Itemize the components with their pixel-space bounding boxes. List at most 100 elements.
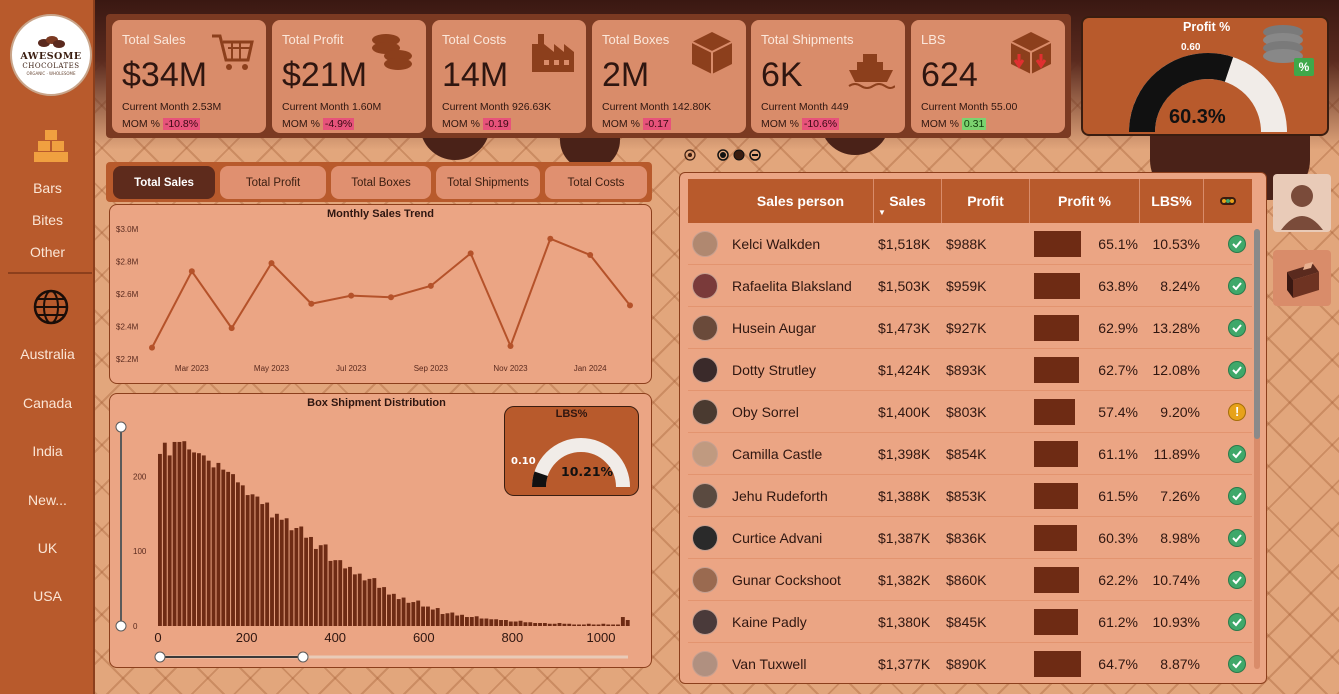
tab-total-boxes[interactable]: Total Boxes — [331, 166, 431, 199]
histogram-bar[interactable] — [323, 544, 328, 626]
filter-category-bites[interactable]: Bites — [31, 212, 64, 228]
y-range-slider-handle[interactable] — [115, 421, 127, 433]
kpi-card-total-shipments[interactable]: Total Shipments 6K Current Month 449 MOM… — [751, 20, 905, 133]
histogram-bar[interactable] — [552, 623, 557, 626]
histogram-bar[interactable] — [484, 618, 489, 626]
histogram-bar[interactable] — [416, 600, 421, 626]
data-point[interactable] — [268, 260, 275, 267]
histogram-bar[interactable] — [367, 578, 372, 626]
tab-total-profit[interactable]: Total Profit — [220, 166, 326, 199]
histogram-bar[interactable] — [304, 537, 309, 626]
y-range-slider-handle[interactable] — [115, 620, 127, 632]
data-point[interactable] — [308, 300, 315, 307]
histogram-bar[interactable] — [508, 621, 513, 626]
col-header-status[interactable] — [1204, 179, 1252, 223]
histogram-bar[interactable] — [348, 566, 352, 626]
page-navigator[interactable] — [683, 148, 767, 162]
histogram-bar[interactable] — [270, 517, 274, 626]
data-point[interactable] — [427, 282, 434, 289]
user-profile-button[interactable] — [1273, 174, 1331, 232]
histogram-bar[interactable] — [328, 560, 333, 626]
histogram-bar[interactable] — [474, 616, 479, 626]
table-row[interactable]: Husein Augar $1,473K $927K 62.9% 13.28% — [688, 307, 1252, 349]
histogram-bar[interactable] — [362, 580, 367, 626]
kpi-card-total-profit[interactable]: Total Profit $21M Current Month 1.60M MO… — [272, 20, 426, 133]
histogram-bar[interactable] — [547, 623, 552, 626]
table-row[interactable]: Dotty Strutley $1,424K $893K 62.7% 12.08% — [688, 349, 1252, 391]
table-row[interactable]: Kelci Walkden $1,518K $988K 65.1% 10.53% — [688, 223, 1252, 265]
histogram-bar[interactable] — [192, 452, 196, 626]
histogram-bar[interactable] — [581, 624, 586, 626]
data-point[interactable] — [348, 292, 355, 299]
histogram-bar[interactable] — [289, 530, 294, 626]
histogram-bar[interactable] — [182, 441, 187, 626]
filter-country-canada[interactable]: Canada — [22, 395, 73, 411]
filter-country-uk[interactable]: UK — [37, 540, 58, 556]
histogram-bar[interactable] — [620, 617, 625, 626]
histogram-bar[interactable] — [382, 587, 387, 626]
filter-category-bars[interactable]: Bars — [33, 180, 62, 196]
x-range-slider-handle[interactable] — [154, 651, 166, 663]
histogram-bar[interactable] — [503, 620, 508, 626]
nav-dot[interactable] — [717, 149, 729, 161]
histogram-bar[interactable] — [533, 623, 538, 626]
histogram-bar[interactable] — [518, 620, 523, 626]
histogram-bar[interactable] — [455, 615, 460, 626]
histogram-bar[interactable] — [499, 620, 503, 626]
histogram-bar[interactable] — [567, 623, 572, 626]
profit-percent-gauge-card[interactable]: Profit % 0.60 60.3% % — [1081, 16, 1329, 136]
histogram-bar[interactable] — [401, 597, 406, 626]
histogram-bar[interactable] — [284, 518, 289, 626]
histogram-bar[interactable] — [372, 578, 377, 626]
table-row[interactable]: Rafaelita Blaksland $1,503K $959K 63.8% 8.24… — [688, 265, 1252, 307]
histogram-bar[interactable] — [211, 467, 216, 626]
nav-dot[interactable] — [684, 149, 696, 161]
histogram-bar[interactable] — [357, 573, 362, 626]
table-scrollbar[interactable] — [1254, 229, 1260, 669]
filter-country-usa[interactable]: USA — [33, 588, 62, 604]
histogram-bar[interactable] — [162, 442, 167, 626]
histogram-bar[interactable] — [221, 469, 226, 626]
histogram-bar[interactable] — [352, 574, 357, 626]
histogram-bar[interactable] — [313, 548, 318, 626]
histogram-bar[interactable] — [596, 624, 601, 626]
filter-country-india[interactable]: India — [32, 443, 63, 459]
histogram-bar[interactable] — [591, 624, 596, 626]
histogram-bar[interactable] — [250, 494, 255, 626]
histogram-bar[interactable] — [469, 617, 474, 626]
histogram-bar[interactable] — [494, 619, 499, 626]
filter-country-new-zealand[interactable]: New... — [28, 492, 67, 508]
histogram-bar[interactable] — [611, 624, 616, 626]
histogram-bar[interactable] — [606, 624, 611, 626]
histogram-bar[interactable] — [460, 614, 464, 626]
histogram-bar[interactable] — [577, 624, 581, 626]
col-header-sales-person[interactable]: Sales person — [728, 179, 874, 223]
data-point[interactable] — [507, 343, 514, 349]
histogram-bar[interactable] — [167, 455, 172, 626]
histogram-bar[interactable] — [523, 622, 528, 626]
kpi-card-total-boxes[interactable]: Total Boxes 2M Current Month 142.80K MOM… — [592, 20, 746, 133]
histogram-bar[interactable] — [421, 606, 426, 626]
histogram-bar[interactable] — [196, 453, 201, 626]
histogram-bar[interactable] — [616, 624, 620, 626]
tab-total-costs[interactable]: Total Costs — [545, 166, 647, 199]
histogram-bar[interactable] — [586, 623, 591, 626]
data-point[interactable] — [587, 252, 594, 258]
histogram-bar[interactable] — [318, 545, 323, 626]
histogram-bar[interactable] — [235, 482, 240, 626]
data-point[interactable] — [188, 268, 195, 275]
histogram-bar[interactable] — [206, 460, 211, 626]
table-row[interactable]: Gunar Cockshoot $1,382K $860K 62.2% 10.74% — [688, 559, 1252, 601]
histogram-bar[interactable] — [625, 620, 630, 626]
histogram-bar[interactable] — [226, 471, 231, 626]
histogram-bar[interactable] — [538, 623, 542, 626]
histogram-bar[interactable] — [411, 602, 416, 626]
histogram-bar[interactable] — [445, 613, 450, 626]
kpi-card-total-sales[interactable]: Total Sales $34M Current Month 2.53M MOM… — [112, 20, 266, 133]
tab-total-shipments[interactable]: Total Shipments — [436, 166, 540, 199]
table-row[interactable]: Van Tuxwell $1,377K $890K 64.7% 8.87% — [688, 643, 1252, 683]
histogram-bar[interactable] — [391, 593, 396, 626]
histogram-bar[interactable] — [513, 621, 518, 626]
histogram-bar[interactable] — [172, 441, 177, 626]
data-point[interactable] — [627, 302, 633, 309]
